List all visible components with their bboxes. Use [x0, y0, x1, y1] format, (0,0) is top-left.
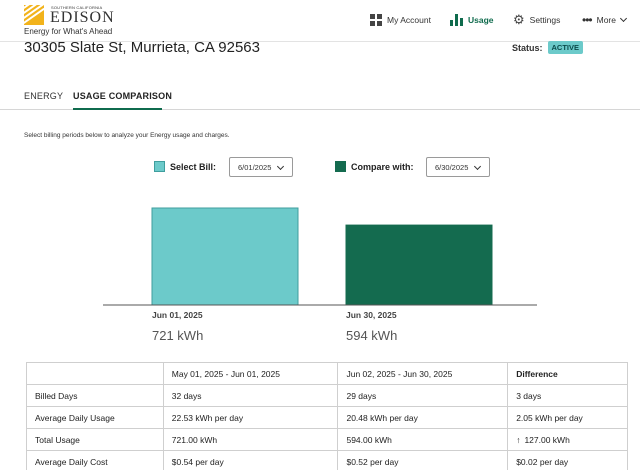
table-row: Total Usage 721.00 kWh 594.00 kWh ↑ 127.0…	[26, 428, 628, 451]
nav-more-label: More	[596, 15, 616, 25]
compare-with-dropdown[interactable]: 6/30/2025	[426, 157, 490, 177]
instruction-text: Select billing periods below to analyze …	[24, 132, 230, 139]
bar-compare-with[interactable]	[345, 224, 493, 306]
logo-name: EDISON	[50, 9, 115, 26]
bar-date-label-bill: Jun 01, 2025	[152, 310, 203, 320]
table-cell: 2.05 kWh per day	[507, 406, 628, 429]
table-cell: $0.52 per day	[337, 450, 509, 470]
table-row: Billed Days 32 days 29 days 3 days	[26, 384, 628, 407]
select-bill-value: 6/01/2025	[238, 162, 272, 172]
table-cell: 22.53 kWh per day	[162, 406, 339, 429]
status-badge: ACTIVE	[547, 41, 584, 54]
nav-settings[interactable]: ⚙ Settings	[513, 12, 560, 28]
select-bill-dropdown[interactable]: 6/01/2025	[229, 157, 293, 177]
table-cell: 32 days	[162, 384, 339, 407]
logo-tagline: Energy for What's Ahead	[24, 27, 113, 36]
tab-energy[interactable]: ENERGY	[24, 91, 64, 101]
account-status: Status: ACTIVE	[512, 41, 584, 54]
nav-usage[interactable]: Usage	[450, 12, 494, 28]
table-cell: 594.00 kWh	[337, 428, 509, 451]
nav-my-account-label: My Account	[387, 15, 431, 25]
bar-value-label-compare: 594 kWh	[346, 328, 398, 343]
table-cell: Average Daily Usage	[26, 406, 164, 429]
table-cell: $0.02 per day	[507, 450, 628, 470]
table-cell: 29 days	[337, 384, 509, 407]
difference-value: 127.00 kWh	[524, 434, 570, 445]
table-cell: Billed Days	[26, 384, 164, 407]
select-bill-swatch	[154, 161, 165, 172]
table-header-cell: Jun 02, 2025 - Jun 30, 2025	[337, 362, 509, 385]
bar-chart-icon	[450, 14, 463, 26]
table-cell: Average Daily Cost	[26, 450, 164, 470]
bar-value-label-bill: 721 kWh	[152, 328, 204, 343]
usage-bar-chart	[103, 207, 537, 306]
table-header-row: May 01, 2025 - Jun 01, 2025 Jun 02, 2025…	[26, 362, 628, 385]
nav-settings-label: Settings	[529, 15, 561, 25]
nav-my-account[interactable]: My Account	[370, 12, 431, 28]
sce-logo[interactable]: SOUTHERN CALIFORNIA EDISON Energy for Wh…	[24, 5, 134, 39]
table-header-cell: Difference	[507, 362, 628, 385]
arrow-up-icon: ↑	[516, 434, 521, 445]
active-tab-indicator	[73, 108, 162, 110]
service-address: 30305 Slate St, Murrieta, CA 92563	[24, 39, 260, 56]
gear-icon: ⚙	[513, 12, 525, 27]
comparison-table: May 01, 2025 - Jun 01, 2025 Jun 02, 2025…	[26, 362, 628, 470]
table-row: Average Daily Cost $0.54 per day $0.52 p…	[26, 450, 628, 470]
table-cell: ↑ 127.00 kWh	[507, 428, 628, 451]
tab-bar: ENERGY USAGE COMPARISON	[0, 86, 640, 110]
usage-comparison-chart: Jun 01, 2025 721 kWh Jun 30, 2025 594 kW…	[0, 180, 640, 350]
chevron-down-icon	[276, 162, 285, 171]
top-header: SOUTHERN CALIFORNIA EDISON Energy for Wh…	[0, 0, 640, 42]
compare-swatch	[335, 161, 346, 172]
bar-date-label-compare: Jun 30, 2025	[346, 310, 397, 320]
table-cell: Total Usage	[26, 428, 164, 451]
table-cell: 3 days	[507, 384, 628, 407]
table-row: Average Daily Usage 22.53 kWh per day 20…	[26, 406, 628, 429]
grid-icon	[370, 14, 382, 26]
status-label: Status:	[512, 42, 543, 53]
nav-more[interactable]: ••• More	[582, 12, 628, 28]
table-cell: 721.00 kWh	[162, 428, 339, 451]
tab-usage-comparison[interactable]: USAGE COMPARISON	[73, 91, 173, 101]
chevron-down-icon	[473, 162, 482, 171]
select-bill-label: Select Bill:	[170, 162, 217, 172]
table-header-cell: May 01, 2025 - Jun 01, 2025	[162, 362, 339, 385]
table-header-cell	[26, 362, 164, 385]
chevron-down-icon	[619, 14, 628, 23]
logo-small-text: SOUTHERN CALIFORNIA	[51, 5, 103, 10]
table-cell: $0.54 per day	[162, 450, 339, 470]
compare-with-value: 6/30/2025	[435, 162, 469, 172]
nav-usage-label: Usage	[468, 15, 494, 25]
compare-with-label: Compare with:	[351, 162, 414, 172]
table-cell: 20.48 kWh per day	[337, 406, 509, 429]
sun-rays-icon	[24, 5, 44, 25]
bar-select-bill[interactable]	[151, 207, 299, 306]
dots-icon: •••	[582, 13, 593, 27]
